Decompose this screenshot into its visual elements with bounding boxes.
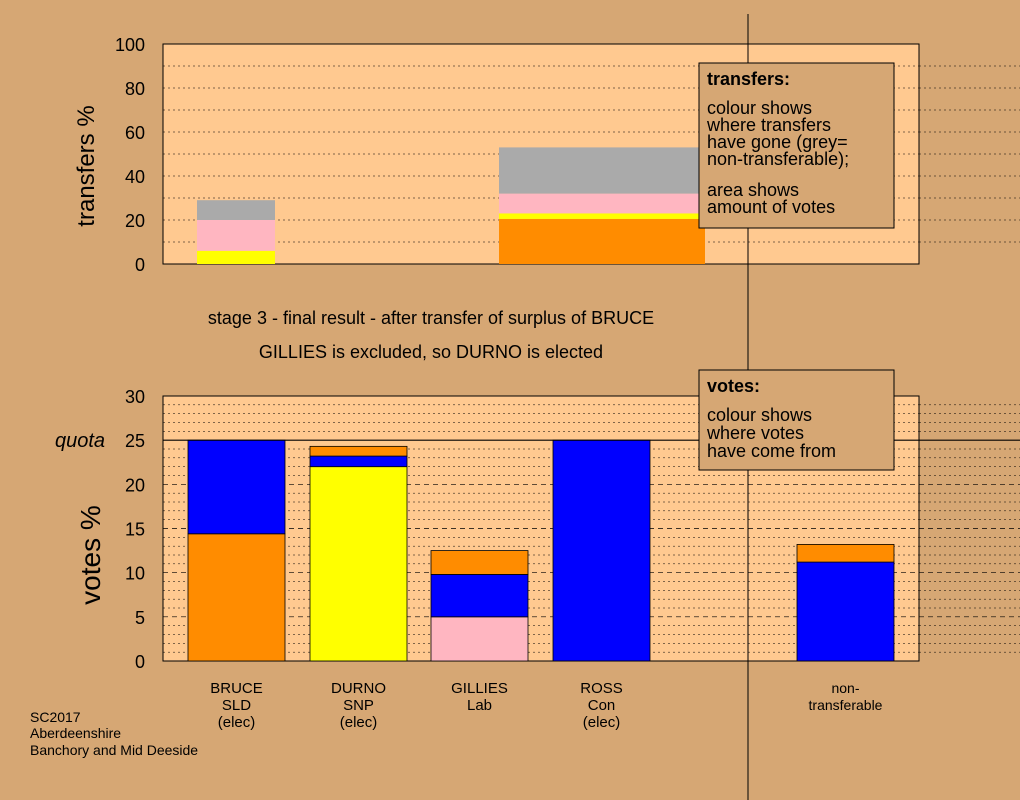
transfers-legend-title: transfers: [707, 69, 790, 89]
votes-y-tick-label: 5 [135, 608, 145, 628]
footer-council: Aberdeenshire [30, 725, 121, 741]
transfers-y-axis-label: transfers % [73, 105, 100, 226]
category-label: SLD [222, 697, 251, 714]
votes-y-tick-label: 15 [125, 520, 145, 540]
transfers-y-tick-label: 40 [125, 167, 145, 187]
transfers-legend-line: amount of votes [707, 197, 835, 217]
votes-y-tick-label: 0 [135, 652, 145, 672]
transfers-legend-line: have gone (grey= [707, 132, 848, 152]
transfers-y-tick-label: 100 [115, 35, 145, 55]
category-label: GILLIES [451, 680, 508, 697]
vote-segment-sld [796, 544, 895, 563]
votes-gridlines [163, 404, 1020, 653]
transfers-legend-line: where transfers [706, 115, 831, 135]
transfers-y-tick-label: 20 [125, 211, 145, 231]
category-label: BRUCE [210, 680, 263, 697]
votes-y-ticks: 0 5 10 15 20 25 30 [125, 387, 145, 672]
vote-segment-lab [430, 616, 529, 662]
votes-y-tick-label: 25 [125, 431, 145, 451]
transfers-bars [197, 147, 705, 264]
vote-segment-con [187, 439, 286, 535]
category-label: ROSS [580, 680, 623, 697]
votes-y-tick-label: 10 [125, 564, 145, 584]
transfers-y-tick-label: 0 [135, 255, 145, 275]
votes-legend-line: colour shows [707, 405, 812, 425]
transfers-legend-line: non-transferable); [707, 149, 849, 169]
transfers-y-tick-label: 60 [125, 123, 145, 143]
vote-segment-snp [309, 466, 408, 662]
vote-segment-sld [309, 445, 408, 457]
category-label: Con [588, 697, 616, 714]
transfer-segment-lab [197, 220, 275, 251]
transfer-segment-snp [197, 250, 275, 264]
transfer-segment-non_transferable [499, 147, 705, 194]
votes-y-axis-label: votes % [75, 505, 106, 605]
transfer-segment-lab [499, 193, 705, 214]
transfer-segment-non_transferable [197, 200, 275, 220]
votes-legend-line: where votes [706, 423, 804, 443]
category-label: Lab [467, 697, 492, 714]
category-label: SNP [343, 697, 374, 714]
votes-bars [163, 439, 1020, 662]
votes-y-tick-label: 20 [125, 475, 145, 495]
vote-segment-con [796, 561, 895, 662]
category-label: DURNO [331, 680, 386, 697]
category-label: non- [831, 680, 859, 696]
vote-segment-con [309, 455, 408, 468]
category-label: (elec) [340, 714, 378, 731]
stage-title: stage 3 - final result - after transfer … [208, 308, 654, 328]
transfers-y-tick-label: 80 [125, 79, 145, 99]
stage-subtitle: GILLIES is excluded, so DURNO is elected [259, 342, 603, 362]
transfer-segment-snp [499, 213, 705, 219]
vote-segment-con [552, 439, 651, 662]
votes-category-labels: BRUCESLD(elec)DURNOSNP(elec)GILLIESLabRO… [210, 680, 882, 731]
vote-segment-sld [187, 533, 286, 662]
transfers-legend-line: area shows [707, 180, 799, 200]
quota-label: quota [55, 430, 105, 452]
footer-election: SC2017 [30, 709, 81, 725]
votes-legend-title: votes: [707, 376, 760, 396]
category-label: (elec) [218, 714, 256, 731]
votes-y-tick-label: 30 [125, 387, 145, 407]
transfers-legend-line: colour shows [707, 98, 812, 118]
transfers-y-ticks: 0 20 40 60 80 100 [115, 35, 145, 275]
footer-ward: Banchory and Mid Deeside [30, 742, 198, 758]
vote-segment-sld [430, 550, 529, 575]
votes-legend-line: have come from [707, 441, 836, 461]
category-label: transferable [809, 697, 883, 713]
vote-segment-con [430, 574, 529, 618]
transfer-segment-sld [499, 218, 705, 264]
category-label: (elec) [583, 714, 621, 731]
